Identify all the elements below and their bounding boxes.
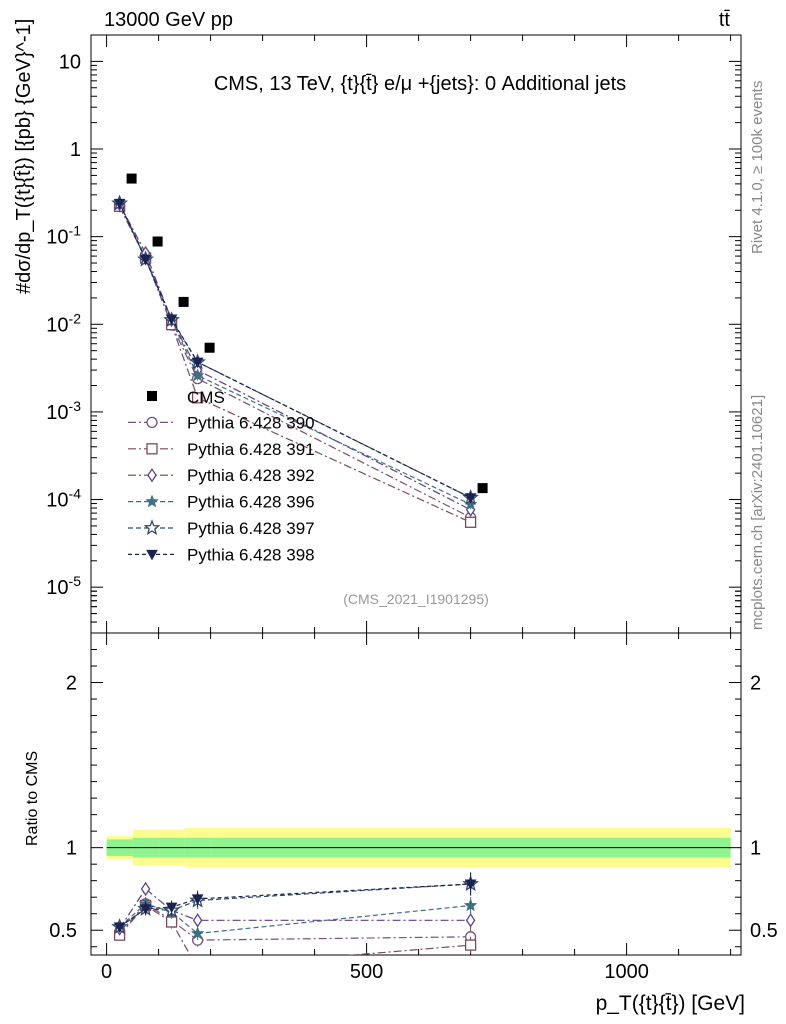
y-tick-label: 10-3 [46, 398, 81, 424]
data-point-marker [178, 296, 189, 307]
collision-label: 13000 GeV pp [104, 9, 233, 31]
rivet-label: Rivet 4.1.0, ≥ 100k events [749, 81, 766, 254]
point-marker [464, 879, 477, 891]
point-marker [147, 468, 157, 483]
ratio-series-group [111, 872, 480, 973]
ratio-panel-frame [90, 632, 742, 956]
point-marker [465, 913, 476, 928]
point-marker [146, 416, 158, 429]
point-marker [146, 549, 158, 561]
y-tick-label: 10-1 [46, 223, 81, 249]
ratio-axes: 0 500 1000 0.5 0.5 1 1 2 2 [49, 633, 778, 983]
point-marker [165, 902, 178, 914]
legend-label: Pythia 6.428 397 [187, 519, 315, 538]
main-axes: 10 1 10-1 10-2 10-3 10-4 10-5 [46, 35, 741, 634]
ratio-tick-label: 2 [66, 673, 77, 695]
data-point-marker [126, 173, 137, 184]
point-marker [464, 516, 477, 528]
point-marker [113, 198, 126, 210]
chart-title: CMS, 13 TeV, {t}{t̄} e/μ +{jets}: 0 Addi… [214, 73, 626, 95]
point-marker [191, 894, 204, 905]
point-marker [190, 368, 205, 382]
legend-label: Pythia 6.428 398 [187, 545, 315, 564]
x-tick-label: 0 [101, 961, 112, 983]
point-marker [193, 963, 203, 973]
point-marker [191, 392, 204, 404]
ratio-axis-label: Ratio to CMS [24, 751, 41, 846]
legend-label: Pythia 6.428 392 [187, 466, 315, 485]
process-label: tt̄ [719, 9, 731, 31]
point-marker [192, 913, 203, 928]
y-tick-label: 1 [70, 139, 81, 161]
ratio-tick-label: 0.5 [49, 920, 77, 942]
point-marker [145, 494, 159, 508]
data-point-marker [152, 236, 163, 247]
series-line [119, 203, 471, 505]
y-tick-label: 10-2 [46, 310, 81, 336]
mcplots-label: mcplots.cern.ch [arXiv:2401.10621] [749, 395, 766, 630]
point-marker [139, 904, 152, 915]
analysis-id: (CMS_2021_I1901295) [343, 591, 489, 607]
ratio-tick-label: 0.5 [750, 920, 778, 942]
point-marker [146, 443, 158, 455]
y-tick-label: 10-5 [46, 573, 81, 599]
legend-label: Pythia 6.428 396 [187, 493, 315, 512]
data-point-marker [477, 483, 488, 494]
legend-label: CMS [187, 388, 225, 407]
y-axis-label: #dσ/dp_T({t}{t̄}) [{pb} {GeV}^-1] [13, 19, 35, 294]
ratio-tick-label: 2 [750, 673, 761, 695]
x-tick-label: 500 [350, 961, 383, 983]
point-marker [463, 898, 478, 912]
ratio-series-line [119, 903, 471, 935]
point-marker [165, 314, 178, 325]
point-marker [191, 357, 204, 369]
legend-label: Pythia 6.428 391 [187, 440, 315, 459]
ratio-uncertainty-bands [106, 827, 731, 868]
point-marker [464, 493, 477, 504]
point-marker [139, 254, 152, 266]
series-line [119, 203, 471, 499]
point-marker [140, 881, 151, 897]
point-marker [143, 519, 161, 536]
point-marker [464, 939, 477, 951]
y-tick-label: 10 [59, 51, 81, 73]
point-marker [190, 926, 205, 940]
ratio-tick-label: 1 [750, 838, 761, 860]
x-tick-label: 1000 [604, 961, 649, 983]
ratio-series [111, 872, 480, 973]
data-point-marker [204, 342, 215, 353]
x-axis-label: p_T({t}{t̄}) [GeV] [596, 992, 745, 1015]
main-series [111, 173, 488, 528]
legend: CMS Pythia 6.428 390 Pythia 6.428 391 Pythi… [128, 388, 315, 564]
series-line [119, 203, 471, 511]
point-marker [113, 922, 126, 933]
y-tick-label: 10-4 [46, 486, 81, 512]
legend-label: Pythia 6.428 390 [187, 413, 315, 432]
main-panel-frame [90, 34, 742, 634]
legend-data-marker [147, 391, 157, 401]
ratio-tick-label: 1 [66, 838, 77, 860]
